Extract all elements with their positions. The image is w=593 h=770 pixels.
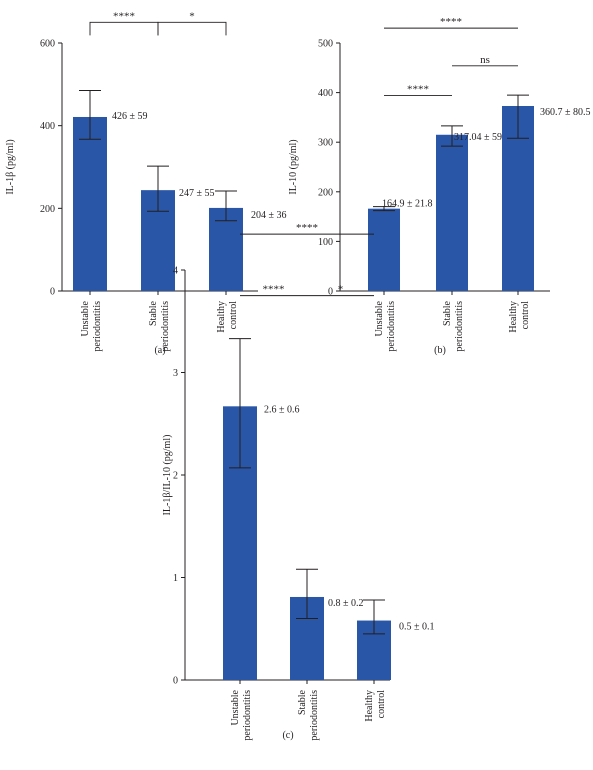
x-category-label: Unstableperiodontitis xyxy=(80,300,103,351)
data-label: 247 ± 55 xyxy=(179,188,215,199)
y-axis-label: IL-1β/IL-10 (pg/ml) xyxy=(162,435,173,516)
data-label: 164.9 ± 21.8 xyxy=(382,199,433,210)
chart-panel-3: 0 1 2 3 4 IL-1β/IL-10 (pg/ml) 2.6 ± 0.6 Unstabl… xyxy=(162,222,435,741)
x-category-label: Stableperiodontitis xyxy=(442,300,465,351)
chart-panel-2: 0 100 200 300 400 500 IL-10 (pg/ml) 164.9 ± 21.… xyxy=(288,16,591,356)
significance-label: **** xyxy=(113,10,135,22)
y-tick-label: 400 xyxy=(318,88,333,99)
y-tick-label: 200 xyxy=(40,204,55,215)
x-category-label: Stableperiodontitis xyxy=(297,689,320,740)
significance-label: * xyxy=(189,10,195,22)
significance-bracket xyxy=(157,21,227,36)
y-tick-label: 2 xyxy=(173,471,178,482)
bar-1 xyxy=(73,116,107,291)
y-tick-label: 600 xyxy=(40,39,55,50)
y-tick-label: 0 xyxy=(328,287,333,298)
y-tick-label: 200 xyxy=(318,187,333,198)
data-label: 360.7 ± 80.5 xyxy=(540,107,591,118)
bar-3 xyxy=(209,207,243,291)
data-label: 0.5 ± 0.1 xyxy=(399,622,435,633)
significance-label: **** xyxy=(263,284,285,296)
bar-2 xyxy=(436,134,468,291)
significance-label: **** xyxy=(296,222,318,234)
x-category-label: Unstableperiodontitis xyxy=(230,689,253,740)
panel-label: (b) xyxy=(434,345,446,356)
y-tick-label: 500 xyxy=(318,39,333,50)
y-tick-label: 0 xyxy=(173,676,178,687)
bar-1 xyxy=(368,208,400,291)
x-category-label: Healthycontrol xyxy=(508,301,531,333)
y-tick-label: 4 xyxy=(173,266,178,277)
panel-label: (c) xyxy=(282,730,293,741)
y-tick-label: 100 xyxy=(318,237,333,248)
data-label: 204 ± 36 xyxy=(251,210,287,221)
data-label: 426 ± 59 xyxy=(112,111,148,122)
data-label: 0.8 ± 0.2 xyxy=(328,598,364,609)
y-tick-label: 0 xyxy=(50,287,55,298)
x-category-label: Unstableperiodontitis xyxy=(374,300,397,351)
x-category-label: Stableperiodontitis xyxy=(148,300,171,351)
significance-label: ns xyxy=(480,54,490,66)
significance-bracket xyxy=(89,21,159,36)
significance-label: **** xyxy=(440,16,462,28)
y-tick-label: 3 xyxy=(173,368,178,379)
data-label: 317.04 ± 59.8 xyxy=(454,132,510,143)
y-axis-label: IL-1β (pg/ml) xyxy=(5,139,16,194)
y-tick-label: 1 xyxy=(173,573,178,584)
y-tick-label: 400 xyxy=(40,121,55,132)
significance-label: **** xyxy=(407,84,429,96)
chart-panel-1: 0 200 400 600 IL-1β (pg/ml) 426 ± 59 Unstablep… xyxy=(5,10,287,356)
data-label: 2.6 ± 0.6 xyxy=(264,404,300,415)
y-axis-label: IL-10 (pg/ml) xyxy=(288,139,299,194)
significance-label: * xyxy=(338,284,344,296)
x-category-label: Healthycontrol xyxy=(364,690,387,722)
panel-label: (a) xyxy=(154,345,165,356)
y-tick-label: 300 xyxy=(318,138,333,149)
x-category-label: Healthycontrol xyxy=(216,301,239,333)
